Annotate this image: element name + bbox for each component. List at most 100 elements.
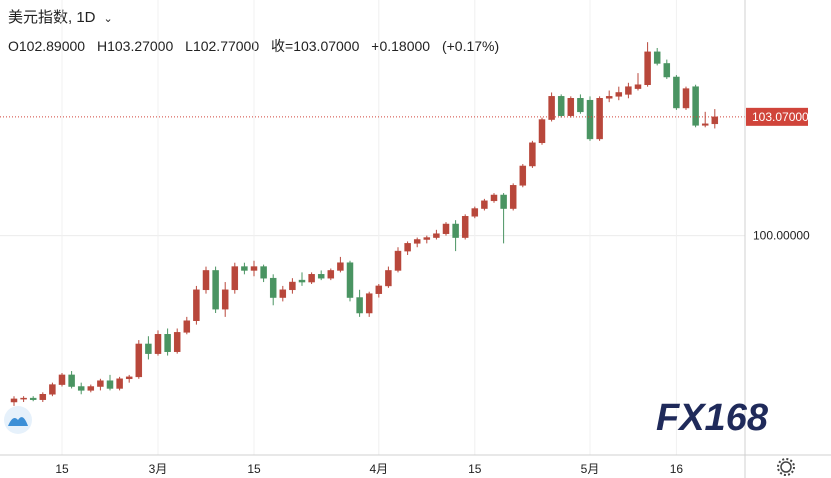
change-pct: (+0.17%): [441, 38, 500, 54]
candle-body: [596, 98, 603, 140]
candle-body: [452, 223, 459, 238]
candle-body: [250, 266, 258, 271]
candle-body: [221, 289, 229, 310]
candle-body: [49, 384, 56, 395]
candle-body: [135, 343, 143, 378]
candle-body: [173, 332, 181, 352]
candle-body: [653, 51, 661, 64]
candle-body: [260, 266, 267, 279]
candle-body: [605, 96, 613, 99]
candle-body: [375, 285, 383, 294]
candle-body: [193, 289, 200, 321]
candle-body: [346, 262, 354, 298]
candle-body: [615, 92, 623, 97]
logo-icon[interactable]: [4, 406, 32, 434]
candle-body: [433, 233, 440, 238]
candle-body: [202, 270, 210, 291]
candle-body: [183, 320, 191, 333]
open: O102.89000: [8, 38, 86, 54]
candle-body: [308, 274, 315, 283]
x-tick-label: 3月: [149, 462, 168, 476]
candle-body: [68, 374, 75, 387]
candle-body: [557, 96, 565, 116]
candle-body: [154, 334, 162, 354]
candle-body: [423, 237, 431, 240]
gear: [780, 461, 792, 473]
candle-body: [20, 397, 27, 400]
candle-body: [509, 185, 517, 209]
watermark: FX168: [656, 397, 769, 439]
candle-body: [413, 239, 421, 244]
symbol-title[interactable]: 美元指数, 1D ⌄: [8, 9, 113, 26]
candle-body: [116, 378, 123, 389]
high: H103.27000: [96, 38, 174, 54]
candle-body: [29, 397, 37, 400]
candle-body: [327, 270, 335, 279]
candle-body: [490, 194, 498, 202]
x-tick-label: 5月: [581, 462, 600, 476]
candle-body: [145, 343, 152, 354]
candle-body: [711, 116, 719, 125]
candle-body: [663, 63, 671, 78]
candle-body: [269, 277, 277, 298]
close: 收=103.07000: [271, 38, 360, 54]
change: +0.18000: [371, 38, 431, 54]
candle-body: [317, 274, 325, 279]
candle-body: [538, 119, 546, 144]
candle-body: [289, 281, 296, 291]
candle-body: [625, 86, 632, 95]
candle-body: [404, 243, 411, 252]
candle-body: [394, 250, 402, 271]
candle-body: [385, 270, 392, 287]
candle-body: [529, 142, 536, 167]
candle-body: [682, 88, 690, 109]
candle-body: [106, 380, 114, 389]
x-tick-label: 15: [247, 462, 261, 476]
ohlc-line: O102.89000 H103.27000 L102.77000 收=103.0…: [8, 36, 507, 56]
title: 美元指数, 1D: [8, 9, 96, 26]
candle-body: [10, 398, 18, 403]
candle-body: [577, 98, 584, 113]
candle-body: [241, 266, 248, 271]
logo-shape: [8, 417, 28, 426]
gear-teeth: [777, 458, 795, 476]
candle-body: [337, 262, 344, 271]
candle-body: [500, 194, 507, 209]
candle-body: [298, 279, 306, 283]
candle-body: [212, 270, 219, 310]
last-price-label: 103.07000: [752, 110, 809, 124]
candle-body: [164, 334, 171, 352]
candle-body: [673, 76, 680, 109]
candle-body: [77, 386, 85, 391]
candle-body: [365, 293, 373, 314]
candle-body: [548, 96, 555, 120]
candle-body: [634, 84, 642, 89]
candle-body: [125, 376, 133, 380]
candle-body: [519, 165, 527, 186]
candle-body: [87, 386, 95, 391]
candle-body: [442, 223, 450, 234]
candle-body: [586, 99, 594, 140]
candle-body: [39, 394, 47, 400]
low: L102.77000: [185, 38, 260, 54]
candle-body: [701, 123, 709, 126]
candle-body: [471, 208, 479, 217]
candle-body: [567, 98, 575, 116]
candle-body: [356, 297, 363, 314]
candle-body: [279, 289, 287, 298]
x-tick-label: 16: [670, 462, 684, 476]
candle-body: [644, 51, 651, 85]
candle-body: [231, 266, 239, 291]
y-tick-label: 100.00000: [753, 229, 810, 243]
x-tick-label: 15: [55, 462, 69, 476]
settings-icon[interactable]: [777, 458, 795, 476]
x-tick-label: 15: [468, 462, 482, 476]
candle-body: [481, 200, 488, 209]
candle-body: [97, 380, 104, 387]
x-tick-label: 4月: [369, 462, 388, 476]
candle-body: [58, 374, 66, 385]
last-price-box: [746, 107, 808, 126]
candle-body: [461, 216, 469, 238]
